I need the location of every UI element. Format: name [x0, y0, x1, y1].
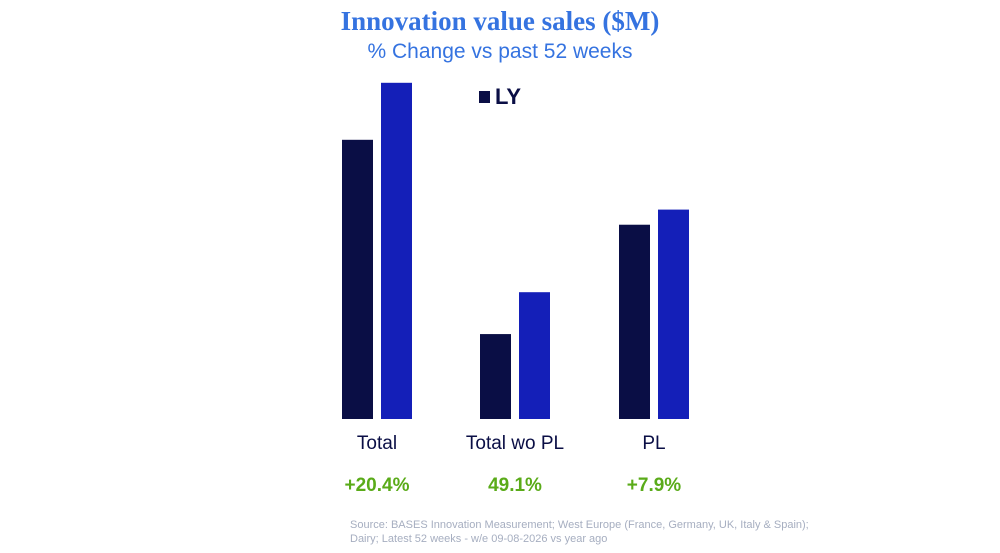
category-label: PL [642, 433, 665, 454]
category-label: Total wo PL [466, 433, 564, 454]
change-label: +20.4% [345, 475, 410, 496]
chart-title: Innovation value sales ($M) [340, 6, 660, 36]
bars-group [342, 82, 689, 420]
source-note: Source: BASES Innovation Measurement; We… [350, 518, 809, 546]
labels-group: Total +20.4% Total wo PL 49.1% PL +7.9% [345, 433, 682, 496]
bar-ly-total-wo-pl [480, 334, 511, 419]
source-line-1: Source: BASES Innovation Measurement; We… [350, 519, 809, 531]
category-label: Total [357, 433, 397, 454]
bar-ly-total [342, 139, 373, 420]
chart-subtitle: % Change vs past 52 weeks [367, 40, 633, 63]
legend-swatch-ly [478, 91, 490, 103]
bar-ty-total [381, 82, 412, 420]
change-label: 49.1% [488, 475, 542, 496]
legend-label-ly: LY [494, 84, 522, 109]
source-line-2: Dairy; Latest 52 weeks - w/e 09-08-2026 … [350, 533, 608, 545]
bar-ty-pl [658, 209, 689, 419]
bar-ly-pl [619, 224, 650, 419]
change-label: +7.9% [627, 475, 682, 496]
legend: LY [0, 84, 1000, 110]
bar-ty-total-wo-pl [519, 292, 550, 419]
